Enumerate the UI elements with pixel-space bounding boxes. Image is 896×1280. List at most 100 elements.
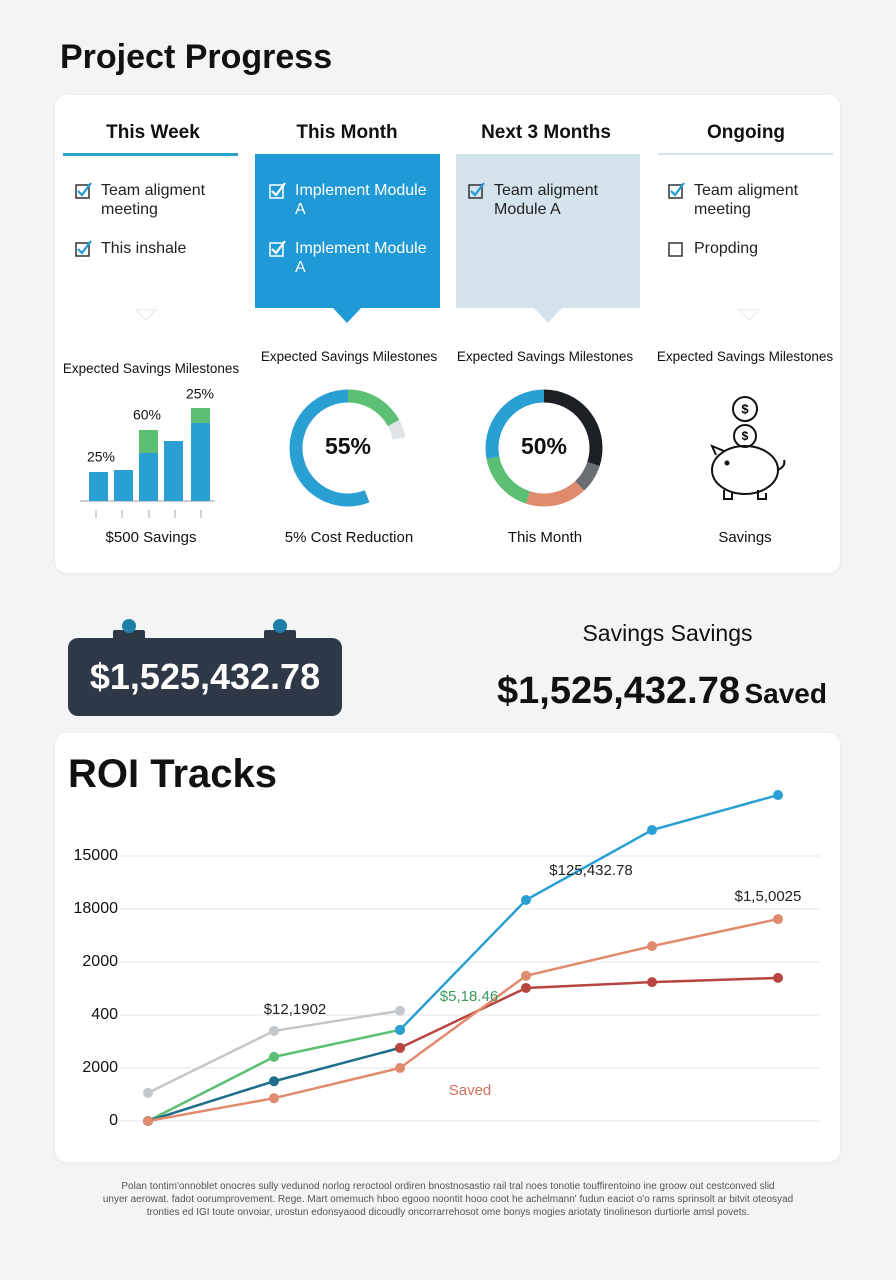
item-list: Team aligment meeting This inshale	[75, 181, 235, 278]
savings-heading: Savings Savings	[582, 620, 753, 646]
bar	[139, 430, 158, 453]
line	[147, 917, 779, 1123]
chart-title: ROI Tracks	[68, 752, 278, 796]
pointer	[737, 309, 761, 321]
widget-title: Expected Savings Milestones	[656, 349, 834, 364]
widget-caption: 5% Cost Reduction	[284, 529, 414, 546]
point	[269, 1051, 279, 1062]
point	[269, 1093, 279, 1104]
checklist-item: Implement Module A	[269, 181, 429, 219]
point	[395, 1024, 405, 1035]
donut-segment	[347, 389, 400, 427]
knob	[273, 619, 287, 633]
footer-line: Polan tontim'onnoblet onocres sully vedu…	[121, 1181, 775, 1192]
check	[470, 182, 485, 197]
checkbox-box	[468, 184, 483, 199]
pointer	[534, 308, 562, 323]
point	[773, 972, 783, 983]
y-tick-label: 2000	[82, 1059, 118, 1076]
point	[269, 1076, 279, 1087]
knob-base	[264, 630, 296, 640]
check	[271, 240, 286, 255]
checklist-item: Propding	[668, 239, 828, 258]
tab-underline	[63, 153, 238, 156]
checkbox-box	[668, 184, 683, 199]
savings-display: $1,525,432.78	[89, 656, 321, 697]
annotation: $1,5,0025	[735, 888, 802, 905]
checklist-item: Team aligment meeting	[668, 181, 828, 219]
widget-title: Expected Savings Milestones	[456, 349, 634, 364]
bar	[191, 423, 210, 501]
widget-title: Expected Savings Milestones	[260, 349, 438, 364]
point	[773, 790, 783, 801]
widget-caption: $500 Savings	[105, 529, 197, 546]
checkbox-box	[269, 184, 284, 199]
check	[77, 182, 92, 197]
checkbox	[269, 182, 286, 199]
checklist-item: Implement Module A	[269, 239, 429, 277]
ticks	[95, 510, 202, 518]
item-list: Implement Module A Implement Module A	[269, 181, 429, 297]
annotation: $125,432.78	[549, 862, 632, 879]
donut-segment	[486, 456, 531, 504]
point	[773, 914, 783, 925]
item-text: Team aligment Module A	[494, 182, 599, 218]
check	[77, 240, 92, 255]
donut-label: 55%	[325, 433, 371, 459]
checkbox	[668, 182, 685, 199]
y-tick-label: 400	[91, 1006, 118, 1023]
panel	[456, 154, 640, 308]
piggy-icon	[710, 396, 786, 500]
point	[521, 970, 531, 981]
coin: $	[742, 429, 749, 443]
donut-segment	[574, 461, 600, 491]
checkbox-box	[75, 242, 90, 257]
bar-label: 60%	[133, 407, 161, 423]
footer-line: unyer aerowat. fadot oorumprovement. Reg…	[102, 1194, 794, 1205]
coin: $	[741, 401, 749, 416]
column-heading: Ongoing	[706, 122, 786, 143]
savings-amount: $1,525,432.78 Saved	[497, 670, 827, 713]
y-tick-label: 2000	[82, 953, 118, 970]
point	[143, 1087, 153, 1098]
widget-caption: Savings	[718, 529, 772, 546]
annotation: Saved	[449, 1082, 492, 1099]
bar-label: 25%	[186, 386, 214, 402]
checkbox	[668, 242, 683, 257]
annotation: $5,18.46	[440, 988, 498, 1005]
item-text: Team aligment meeting	[694, 182, 799, 218]
checkbox-box	[269, 242, 284, 257]
donut-segment	[387, 419, 406, 440]
bar	[89, 472, 108, 501]
line	[399, 976, 779, 1049]
knob-base	[113, 630, 145, 640]
pointer	[134, 309, 158, 321]
item-text: Team aligment meeting	[101, 182, 206, 218]
pointer	[333, 308, 361, 323]
point	[521, 982, 531, 993]
checkbox	[269, 240, 286, 257]
point	[647, 825, 657, 836]
checkbox	[468, 182, 485, 199]
annotation: $12,1902	[264, 1001, 327, 1018]
suffix: Saved	[744, 678, 827, 709]
column-heading: This Week	[106, 122, 200, 143]
column-heading: This Month	[296, 122, 398, 143]
knob	[122, 619, 136, 633]
point	[647, 977, 657, 988]
roi-card	[55, 733, 840, 1162]
checkbox-box	[75, 184, 90, 199]
point	[143, 1116, 153, 1126]
footer: Polan tontim'onnoblet onocres sully vedu…	[60, 1180, 836, 1219]
donut-segment	[525, 480, 585, 507]
donut-label: 50%	[521, 433, 567, 459]
bar	[139, 453, 158, 501]
line	[399, 793, 779, 1031]
point	[395, 1005, 405, 1016]
widget-caption: This Month	[507, 529, 583, 546]
amount: $1,525,432.78	[497, 670, 741, 712]
point	[647, 941, 657, 952]
y-tick-label: 0	[109, 1112, 118, 1129]
